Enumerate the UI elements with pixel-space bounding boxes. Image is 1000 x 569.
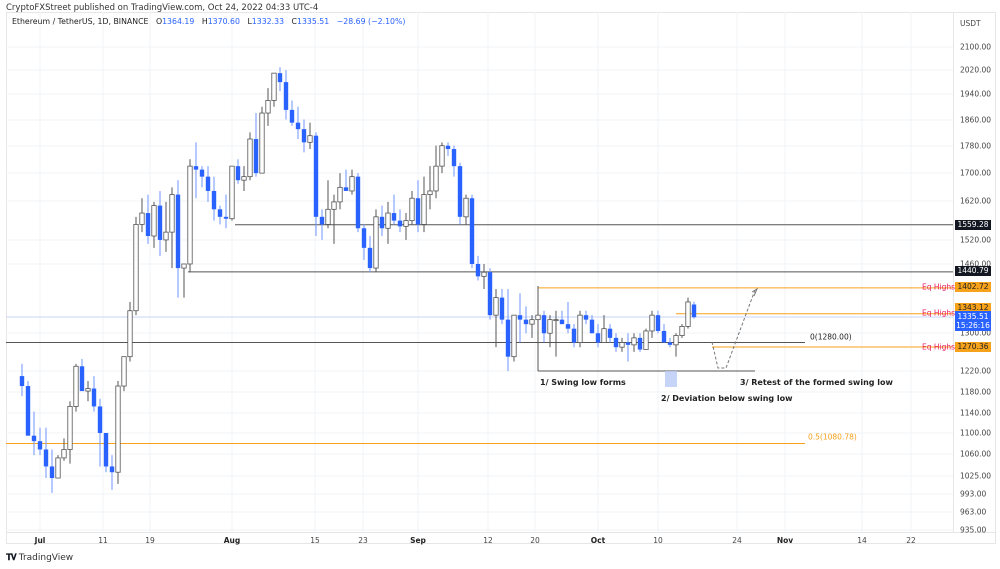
time-tick: 10 <box>653 536 663 545</box>
price-tick: 1300.00 <box>960 328 992 338</box>
eq-high-label-1270: 1270.36 <box>955 342 991 352</box>
last-price-label: 1335.51 15:26:16 <box>955 311 991 331</box>
price-tick: 1460.00 <box>960 259 992 269</box>
price-tick: 993.00 <box>960 489 987 499</box>
price-axis-currency: USDT <box>960 19 981 28</box>
time-tick: 20 <box>530 536 540 545</box>
time-tick: 14 <box>857 536 867 545</box>
fib-level-0-label: 0(1280.00) <box>810 332 852 342</box>
bar-countdown: 15:26:16 <box>956 321 990 330</box>
chart-frame <box>6 12 996 544</box>
price-tick: 963.00 <box>960 507 987 517</box>
price-tick: 1025.00 <box>960 471 992 481</box>
time-axis-divider <box>6 532 996 533</box>
price-tick: 2100.00 <box>960 42 992 52</box>
tradingview-brand: TradingView <box>18 553 74 563</box>
tradingview-logo-icon: 𝐓𝐕 <box>6 553 17 563</box>
price-tick: 1180.00 <box>960 387 992 397</box>
time-tick: 12 <box>483 536 493 545</box>
open-value: 1364.19 <box>162 17 195 26</box>
time-tick: 11 <box>98 536 108 545</box>
price-tick: 1520.00 <box>960 235 992 245</box>
eq-highs-annotation-2: Eq Highs <box>922 308 956 318</box>
low-value: 1332.33 <box>251 17 285 26</box>
price-tick: 1100.00 <box>960 428 992 438</box>
time-tick: 23 <box>358 536 368 545</box>
open-label: O <box>155 17 163 26</box>
step3-annotation: 3/ Retest of the formed swing low <box>740 378 893 387</box>
symbol-legend: Ethereum / TetherUS, 1D, BINANCE O1364.1… <box>12 17 405 26</box>
price-tick: 1620.00 <box>960 196 992 206</box>
time-tick: Aug <box>223 536 241 545</box>
price-tick: 1060.00 <box>960 449 992 459</box>
step1-annotation: 1/ Swing low forms <box>540 378 626 387</box>
high-value: 1370.60 <box>207 17 240 26</box>
eq-highs-annotation-1: Eq Highs <box>922 282 956 292</box>
time-tick: 24 <box>732 536 742 545</box>
time-tick: Sep <box>410 536 426 545</box>
time-tick: 15 <box>310 536 320 545</box>
time-tick: 22 <box>906 536 916 545</box>
time-tick: Jul <box>34 536 46 545</box>
price-tick: 1220.00 <box>960 366 992 376</box>
tradingview-logo[interactable]: 𝐓𝐕 TradingView <box>6 553 73 563</box>
price-tick: 1940.00 <box>960 89 992 99</box>
time-tick: Oct <box>590 536 606 545</box>
low-label: L <box>247 17 252 26</box>
price-tick: 1700.00 <box>960 168 992 178</box>
price-tick: 1780.00 <box>960 141 992 151</box>
close-label: C <box>291 17 297 26</box>
symbol-name: Ethereum / TetherUS, 1D, BINANCE <box>12 17 149 26</box>
publisher-line: CryptoFXStreet published on TradingView.… <box>6 3 319 13</box>
eq-highs-annotation-3: Eq Highs <box>922 342 956 352</box>
step2-annotation: 2/ Deviation below swing low <box>661 394 793 403</box>
high-label: H <box>201 17 208 26</box>
price-tick: 935.00 <box>960 525 987 535</box>
fib-level-05-label: 0.5(1080.78) <box>808 432 857 442</box>
time-tick: Nov <box>776 536 794 545</box>
level-label-1559: 1559.28 <box>955 220 991 230</box>
last-price-value: 1335.51 <box>957 312 989 321</box>
eq-high-label-1402: 1402.72 <box>955 282 991 292</box>
price-tick: 1860.00 <box>960 115 992 125</box>
level-label-1440: 1440.79 <box>955 266 991 276</box>
time-tick: 19 <box>145 536 155 545</box>
price-axis-divider <box>953 12 954 532</box>
eq-high-label-1343: 1343.12 <box>955 303 991 313</box>
price-tick: 2020.00 <box>960 65 992 75</box>
close-value: 1335.51 <box>296 17 330 26</box>
price-tick: 1140.00 <box>960 408 992 418</box>
change-value: −28.69 (−2.10%) <box>336 17 406 26</box>
